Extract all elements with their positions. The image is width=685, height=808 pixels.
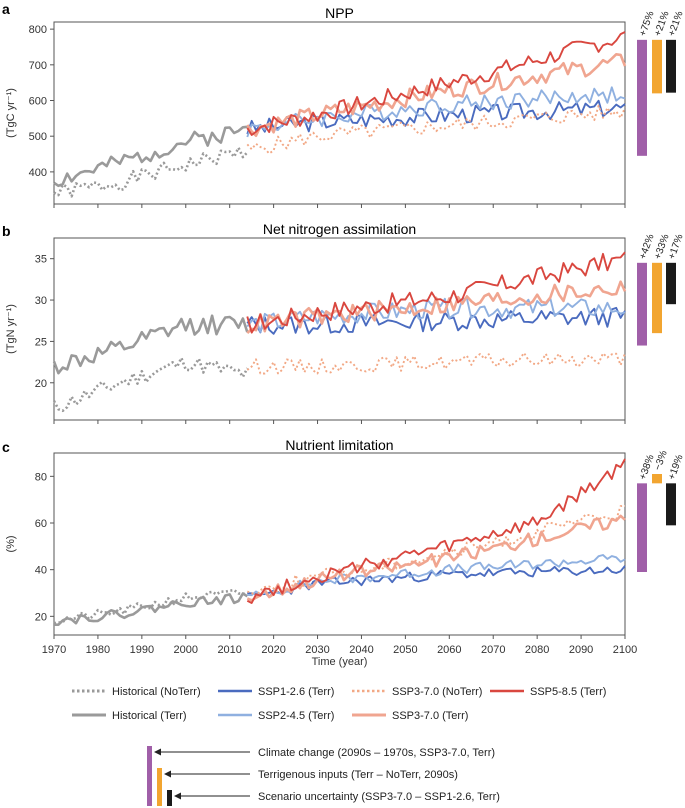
key-arrow-head bbox=[164, 770, 171, 778]
series-line-historical-terr- bbox=[54, 592, 248, 627]
bar-key: Climate change (2090s – 1970s, SSP3-7.0,… bbox=[147, 746, 500, 806]
change-bar-scenario bbox=[666, 39, 676, 93]
plot-frame bbox=[53, 21, 626, 205]
plot-frame bbox=[53, 237, 626, 421]
panel-c: c Nutrient limitation20406080(%)+38%−3%+1… bbox=[2, 437, 685, 639]
y-tick-label: 60 bbox=[35, 518, 47, 530]
panel-letter: a bbox=[2, 1, 10, 17]
change-bar-terrigenous bbox=[652, 39, 662, 94]
x-tick-label: 1970 bbox=[42, 644, 66, 656]
series-line-ssp3-7-0-noterr- bbox=[247, 504, 626, 598]
key-label: Scenario uncertainty (SSP3-7.0 – SSP1-2.… bbox=[258, 791, 500, 803]
key-arrow-head bbox=[154, 748, 161, 756]
panel-b: b Net nitrogen assimilation 20 25 30 35 (TgN y… bbox=[2, 221, 685, 424]
key-label: Terrigenous inputs (Terr – NoTerr, 2090s… bbox=[258, 769, 458, 781]
key-label: Climate change (2090s – 1970s, SSP3-7.0,… bbox=[258, 747, 495, 759]
series-line-ssp3-7-0-noterr- bbox=[246, 104, 626, 155]
x-tick-label: 2020 bbox=[261, 644, 285, 656]
series-line-historical-terr- bbox=[53, 125, 248, 188]
y-tick-label: 700 bbox=[29, 60, 47, 72]
series-line-ssp3-7-0-terr- bbox=[246, 514, 626, 602]
legend-label: SSP3-7.0 (Terr) bbox=[392, 710, 468, 722]
y-tick-label: 40 bbox=[35, 565, 47, 577]
legend-label: SSP3-7.0 (NoTerr) bbox=[392, 686, 482, 698]
series-line-ssp1-2-6-terr- bbox=[246, 99, 626, 135]
legend-label: Historical (Terr) bbox=[112, 710, 187, 722]
key-bar-climate bbox=[147, 746, 152, 806]
x-tick-label: 2050 bbox=[393, 644, 417, 656]
series-line-ssp5-8-5-terr- bbox=[246, 31, 626, 136]
change-bar-terrigenous bbox=[652, 474, 662, 484]
x-tick-label: 2100 bbox=[613, 644, 637, 656]
key-bar-scenario bbox=[167, 790, 172, 806]
x-tick-label: 2000 bbox=[174, 644, 198, 656]
change-bar-climate bbox=[637, 483, 647, 572]
y-tick-label: 20 bbox=[35, 378, 47, 390]
y-tick-label: 25 bbox=[35, 336, 47, 348]
legend: Historical (NoTerr) Historical (Terr) SSP1… bbox=[72, 686, 606, 722]
x-tick-label: 2080 bbox=[525, 644, 549, 656]
legend-label: SSP2-4.5 (Terr) bbox=[258, 710, 334, 722]
key-bar-terrigenous bbox=[157, 768, 162, 806]
change-bar-scenario bbox=[666, 262, 676, 305]
x-tick-label: 2070 bbox=[481, 644, 505, 656]
plot-frame bbox=[53, 452, 626, 636]
series-line-historical-noterr- bbox=[53, 588, 248, 625]
y-tick-label: 20 bbox=[35, 611, 47, 623]
series-line-historical-terr- bbox=[52, 314, 249, 375]
legend-label: SSP5-8.5 (Terr) bbox=[530, 686, 606, 698]
y-tick-label: 30 bbox=[35, 295, 47, 307]
series-line-ssp5-8-5-terr- bbox=[246, 251, 626, 334]
change-bar-label: +19% bbox=[666, 453, 685, 481]
y-axis-label: (%) bbox=[5, 535, 17, 552]
y-tick-label: 600 bbox=[29, 96, 47, 108]
series-line-ssp1-2-6-terr- bbox=[246, 306, 626, 335]
series-line-ssp2-4-5-terr- bbox=[247, 554, 626, 598]
series-line-ssp5-8-5-terr- bbox=[246, 458, 626, 604]
change-bar-climate bbox=[637, 262, 647, 346]
x-tick-label: 2030 bbox=[305, 644, 329, 656]
y-tick-label: 400 bbox=[29, 167, 47, 179]
y-axis-label: (TgC yr⁻¹) bbox=[5, 88, 17, 138]
y-tick-label: 80 bbox=[35, 471, 47, 483]
x-tick-label: 1980 bbox=[86, 644, 110, 656]
panel-title: NPP bbox=[325, 5, 354, 21]
x-tick-label: 1990 bbox=[130, 644, 154, 656]
change-bar-label: −3% bbox=[652, 449, 669, 472]
y-axis-label: (TgN yr⁻¹) bbox=[5, 304, 17, 354]
panel-letter: b bbox=[2, 223, 11, 239]
series-line-ssp3-7-0-noterr- bbox=[246, 351, 626, 375]
panel-letter: c bbox=[2, 439, 10, 455]
y-tick-label: 800 bbox=[29, 24, 47, 36]
change-bar-scenario bbox=[666, 483, 676, 526]
panel-title: Net nitrogen assimilation bbox=[263, 221, 416, 237]
series-line-historical-noterr- bbox=[52, 356, 249, 413]
y-tick-label: 35 bbox=[35, 254, 47, 266]
x-tick-label: 2060 bbox=[437, 644, 461, 656]
key-arrow-head bbox=[174, 792, 181, 800]
x-axis-label: Time (year) bbox=[312, 656, 368, 668]
x-tick-label: 2040 bbox=[349, 644, 373, 656]
change-bar-terrigenous bbox=[652, 262, 662, 334]
y-tick-label: 500 bbox=[29, 131, 47, 143]
series-line-ssp3-7-0-terr- bbox=[246, 52, 627, 137]
legend-label: SSP1-2.6 (Terr) bbox=[258, 686, 334, 698]
panel-title: Nutrient limitation bbox=[285, 437, 393, 453]
x-tick-label: 2090 bbox=[569, 644, 593, 656]
x-tick-label: 2010 bbox=[217, 644, 241, 656]
legend-label: Historical (NoTerr) bbox=[112, 686, 201, 698]
series-line-ssp2-4-5-terr- bbox=[246, 86, 626, 138]
change-bar-climate bbox=[637, 39, 647, 156]
